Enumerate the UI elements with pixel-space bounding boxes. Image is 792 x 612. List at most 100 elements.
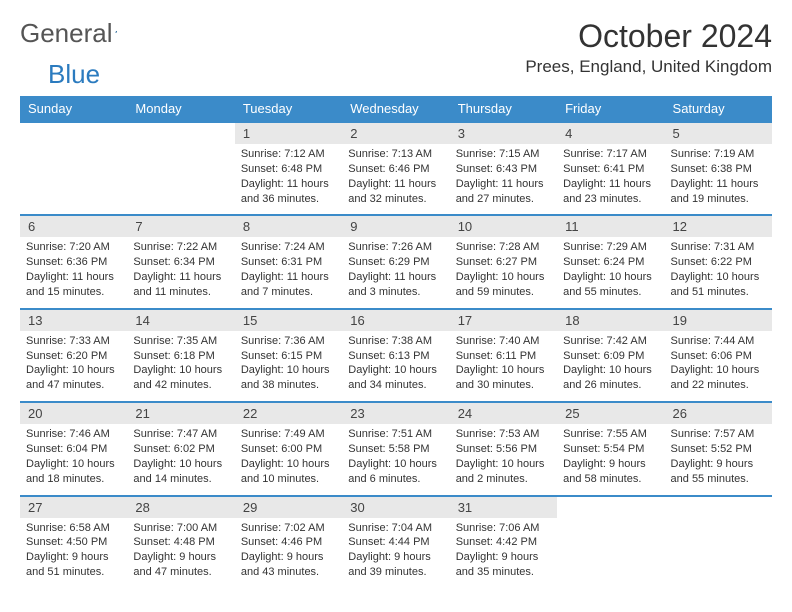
- calendar-day-cell: 12Sunrise: 7:31 AMSunset: 6:22 PMDayligh…: [665, 215, 772, 308]
- day-detail-line: Daylight: 10 hours: [133, 457, 228, 472]
- day-number: [127, 123, 234, 144]
- day-details: [127, 144, 234, 202]
- day-number: 14: [127, 310, 234, 331]
- calendar-week-row: 27Sunrise: 6:58 AMSunset: 4:50 PMDayligh…: [20, 496, 772, 588]
- calendar-day-cell: 4Sunrise: 7:17 AMSunset: 6:41 PMDaylight…: [557, 122, 664, 215]
- day-detail-line: Daylight: 9 hours: [456, 550, 551, 565]
- day-number: 19: [665, 310, 772, 331]
- day-detail-line: and 23 minutes.: [563, 192, 658, 207]
- day-number: 20: [20, 403, 127, 424]
- day-number: 12: [665, 216, 772, 237]
- day-detail-line: Sunset: 5:56 PM: [456, 442, 551, 457]
- day-number: 22: [235, 403, 342, 424]
- weekday-header: Wednesday: [342, 96, 449, 122]
- day-number: [20, 123, 127, 144]
- day-detail-line: Sunset: 5:52 PM: [671, 442, 766, 457]
- day-detail-line: Daylight: 11 hours: [26, 270, 121, 285]
- day-detail-line: Sunset: 4:44 PM: [348, 535, 443, 550]
- calendar-week-row: 1Sunrise: 7:12 AMSunset: 6:48 PMDaylight…: [20, 122, 772, 215]
- day-detail-line: Sunset: 5:54 PM: [563, 442, 658, 457]
- day-detail-line: and 51 minutes.: [671, 285, 766, 300]
- day-number: 11: [557, 216, 664, 237]
- day-detail-line: Daylight: 10 hours: [241, 457, 336, 472]
- calendar-day-cell: 11Sunrise: 7:29 AMSunset: 6:24 PMDayligh…: [557, 215, 664, 308]
- day-detail-line: Daylight: 11 hours: [456, 177, 551, 192]
- day-number: 2: [342, 123, 449, 144]
- day-detail-line: Sunrise: 7:15 AM: [456, 147, 551, 162]
- calendar-day-cell: 29Sunrise: 7:02 AMSunset: 4:46 PMDayligh…: [235, 496, 342, 588]
- day-number: 26: [665, 403, 772, 424]
- day-detail-line: Sunset: 6:11 PM: [456, 349, 551, 364]
- day-detail-line: Sunset: 4:50 PM: [26, 535, 121, 550]
- day-detail-line: and 15 minutes.: [26, 285, 121, 300]
- calendar-day-cell: 23Sunrise: 7:51 AMSunset: 5:58 PMDayligh…: [342, 402, 449, 495]
- weekday-header: Monday: [127, 96, 234, 122]
- day-detail-line: and 18 minutes.: [26, 472, 121, 487]
- weekday-header: Sunday: [20, 96, 127, 122]
- day-detail-line: Daylight: 10 hours: [456, 270, 551, 285]
- day-detail-line: Sunrise: 7:57 AM: [671, 427, 766, 442]
- title-block: October 2024 Prees, England, United King…: [525, 18, 772, 77]
- calendar-day-cell: 14Sunrise: 7:35 AMSunset: 6:18 PMDayligh…: [127, 309, 234, 402]
- day-detail-line: Sunrise: 7:06 AM: [456, 521, 551, 536]
- day-detail-line: Sunrise: 7:04 AM: [348, 521, 443, 536]
- calendar-week-row: 6Sunrise: 7:20 AMSunset: 6:36 PMDaylight…: [20, 215, 772, 308]
- day-details: Sunrise: 7:24 AMSunset: 6:31 PMDaylight:…: [235, 237, 342, 307]
- day-details: Sunrise: 7:15 AMSunset: 6:43 PMDaylight:…: [450, 144, 557, 214]
- calendar-week-row: 20Sunrise: 7:46 AMSunset: 6:04 PMDayligh…: [20, 402, 772, 495]
- day-detail-line: Daylight: 10 hours: [563, 363, 658, 378]
- day-details: Sunrise: 7:31 AMSunset: 6:22 PMDaylight:…: [665, 237, 772, 307]
- day-detail-line: Daylight: 9 hours: [241, 550, 336, 565]
- logo: General: [20, 18, 137, 49]
- day-detail-line: Daylight: 10 hours: [348, 363, 443, 378]
- day-detail-line: and 27 minutes.: [456, 192, 551, 207]
- calendar-day-cell: 25Sunrise: 7:55 AMSunset: 5:54 PMDayligh…: [557, 402, 664, 495]
- day-detail-line: Daylight: 9 hours: [563, 457, 658, 472]
- day-number: 23: [342, 403, 449, 424]
- day-detail-line: Daylight: 10 hours: [671, 363, 766, 378]
- calendar-day-cell: 19Sunrise: 7:44 AMSunset: 6:06 PMDayligh…: [665, 309, 772, 402]
- calendar-day-cell: 9Sunrise: 7:26 AMSunset: 6:29 PMDaylight…: [342, 215, 449, 308]
- day-detail-line: Daylight: 11 hours: [671, 177, 766, 192]
- calendar-day-cell: 16Sunrise: 7:38 AMSunset: 6:13 PMDayligh…: [342, 309, 449, 402]
- calendar-day-cell: 22Sunrise: 7:49 AMSunset: 6:00 PMDayligh…: [235, 402, 342, 495]
- logo-text-general: General: [20, 18, 113, 49]
- day-details: Sunrise: 7:22 AMSunset: 6:34 PMDaylight:…: [127, 237, 234, 307]
- day-detail-line: Sunrise: 7:17 AM: [563, 147, 658, 162]
- day-details: Sunrise: 7:38 AMSunset: 6:13 PMDaylight:…: [342, 331, 449, 401]
- day-detail-line: Sunrise: 7:53 AM: [456, 427, 551, 442]
- day-detail-line: and 47 minutes.: [26, 378, 121, 393]
- day-number: 25: [557, 403, 664, 424]
- day-details: Sunrise: 7:44 AMSunset: 6:06 PMDaylight:…: [665, 331, 772, 401]
- calendar-day-cell: [665, 496, 772, 588]
- day-detail-line: and 59 minutes.: [456, 285, 551, 300]
- day-details: Sunrise: 7:40 AMSunset: 6:11 PMDaylight:…: [450, 331, 557, 401]
- day-detail-line: Daylight: 10 hours: [348, 457, 443, 472]
- day-detail-line: Sunset: 6:27 PM: [456, 255, 551, 270]
- day-detail-line: Sunset: 6:38 PM: [671, 162, 766, 177]
- calendar-day-cell: 3Sunrise: 7:15 AMSunset: 6:43 PMDaylight…: [450, 122, 557, 215]
- day-detail-line: Daylight: 11 hours: [563, 177, 658, 192]
- calendar-day-cell: 10Sunrise: 7:28 AMSunset: 6:27 PMDayligh…: [450, 215, 557, 308]
- day-detail-line: Sunset: 6:41 PM: [563, 162, 658, 177]
- day-detail-line: Sunrise: 7:40 AM: [456, 334, 551, 349]
- day-number: 30: [342, 497, 449, 518]
- day-number: 13: [20, 310, 127, 331]
- day-detail-line: Sunrise: 7:00 AM: [133, 521, 228, 536]
- day-detail-line: Sunset: 6:31 PM: [241, 255, 336, 270]
- calendar-day-cell: 6Sunrise: 7:20 AMSunset: 6:36 PMDaylight…: [20, 215, 127, 308]
- day-details: Sunrise: 6:58 AMSunset: 4:50 PMDaylight:…: [20, 518, 127, 588]
- day-details: Sunrise: 7:13 AMSunset: 6:46 PMDaylight:…: [342, 144, 449, 214]
- day-number: 5: [665, 123, 772, 144]
- calendar-day-cell: 18Sunrise: 7:42 AMSunset: 6:09 PMDayligh…: [557, 309, 664, 402]
- day-detail-line: Sunset: 6:46 PM: [348, 162, 443, 177]
- weekday-header: Tuesday: [235, 96, 342, 122]
- day-details: Sunrise: 7:36 AMSunset: 6:15 PMDaylight:…: [235, 331, 342, 401]
- day-detail-line: Sunrise: 7:38 AM: [348, 334, 443, 349]
- day-detail-line: Sunset: 6:22 PM: [671, 255, 766, 270]
- day-detail-line: Sunrise: 7:44 AM: [671, 334, 766, 349]
- day-details: Sunrise: 7:00 AMSunset: 4:48 PMDaylight:…: [127, 518, 234, 588]
- day-detail-line: Daylight: 9 hours: [671, 457, 766, 472]
- calendar-body: 1Sunrise: 7:12 AMSunset: 6:48 PMDaylight…: [20, 122, 772, 588]
- day-detail-line: and 43 minutes.: [241, 565, 336, 580]
